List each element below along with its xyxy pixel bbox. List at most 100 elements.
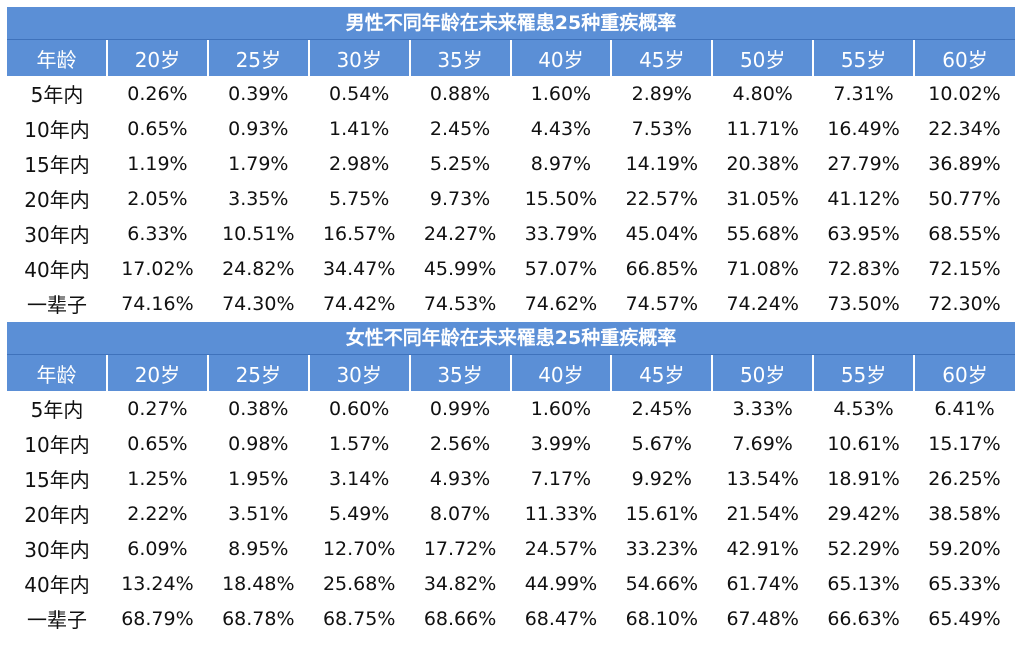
female-probability-cell: 61.74%	[712, 566, 814, 601]
male-probability-cell: 73.50%	[813, 286, 914, 321]
male-probability-cell: 1.41%	[308, 111, 410, 146]
female-table-section: 女性不同年龄在未来罹患25种重疾概率 年龄 20岁 25岁 30岁 35岁 40岁 45岁 5…	[7, 322, 1015, 636]
female-probability-cell: 8.07%	[409, 496, 511, 531]
male-probability-cell: 2.98%	[308, 146, 410, 181]
female-probability-cell: 15.61%	[611, 496, 713, 531]
female-probability-cell: 68.78%	[207, 601, 309, 636]
male-header-cell: 50岁	[712, 40, 815, 76]
female-probability-cell: 3.33%	[712, 391, 814, 426]
female-probability-cell: 0.60%	[308, 391, 410, 426]
male-probability-cell: 16.57%	[308, 216, 410, 251]
male-table-row: 15年内 1.19% 1.79% 2.98% 5.25% 8.97% 14.19% 20.38…	[7, 146, 1015, 181]
male-probability-cell: 24.82%	[207, 251, 309, 286]
female-header-cell: 25岁	[207, 355, 310, 391]
male-probability-table: 年龄 20岁 25岁 30岁 35岁 40岁 45岁 50岁 55岁 60岁 5年内 0.26% 0.…	[7, 40, 1015, 321]
female-probability-cell: 65.13%	[813, 566, 914, 601]
male-probability-cell: 50.77%	[914, 181, 1015, 216]
female-table-row: 40年内 13.24% 18.48% 25.68% 34.82% 44.99% 54.66%…	[7, 566, 1015, 601]
male-header-cell: 年龄	[7, 40, 108, 76]
male-header-cell: 35岁	[409, 40, 512, 76]
male-probability-cell: 9.73%	[409, 181, 511, 216]
female-probability-cell: 65.49%	[914, 601, 1015, 636]
female-probability-cell: 18.91%	[813, 461, 914, 496]
female-probability-cell: 68.75%	[308, 601, 410, 636]
female-probability-cell: 13.24%	[107, 566, 208, 601]
female-probability-cell: 0.38%	[207, 391, 309, 426]
male-probability-cell: 22.34%	[914, 111, 1015, 146]
female-probability-cell: 2.56%	[409, 426, 511, 461]
male-probability-cell: 72.15%	[914, 251, 1015, 286]
female-row-label: 5年内	[7, 391, 107, 426]
male-row-label: 30年内	[7, 216, 107, 251]
female-header-cell: 60岁	[914, 355, 1015, 391]
female-table-row: 15年内 1.25% 1.95% 3.14% 4.93% 7.17% 9.92% 13.54%…	[7, 461, 1015, 496]
female-probability-cell: 68.47%	[510, 601, 612, 636]
female-probability-cell: 0.98%	[207, 426, 309, 461]
female-probability-cell: 18.48%	[207, 566, 309, 601]
male-probability-cell: 2.05%	[107, 181, 208, 216]
female-probability-cell: 17.72%	[409, 531, 511, 566]
male-probability-cell: 74.42%	[308, 286, 410, 321]
male-probability-cell: 11.71%	[712, 111, 814, 146]
female-probability-cell: 68.66%	[409, 601, 511, 636]
male-row-label: 10年内	[7, 111, 107, 146]
male-row-label: 20年内	[7, 181, 107, 216]
male-probability-cell: 74.16%	[107, 286, 208, 321]
female-probability-cell: 38.58%	[914, 496, 1015, 531]
male-probability-cell: 1.19%	[107, 146, 208, 181]
female-probability-cell: 29.42%	[813, 496, 914, 531]
female-probability-cell: 1.25%	[107, 461, 208, 496]
female-header-row: 年龄 20岁 25岁 30岁 35岁 40岁 45岁 50岁 55岁 60岁	[7, 355, 1015, 391]
male-probability-cell: 1.60%	[510, 76, 612, 111]
male-header-cell: 60岁	[914, 40, 1015, 76]
female-probability-cell: 3.14%	[308, 461, 410, 496]
male-probability-cell: 74.57%	[611, 286, 713, 321]
male-probability-cell: 27.79%	[813, 146, 914, 181]
female-probability-cell: 7.17%	[510, 461, 612, 496]
male-probability-cell: 45.99%	[409, 251, 511, 286]
female-header-cell: 45岁	[611, 355, 714, 391]
female-probability-cell: 0.99%	[409, 391, 511, 426]
female-probability-cell: 0.65%	[107, 426, 208, 461]
female-probability-cell: 1.60%	[510, 391, 612, 426]
male-probability-cell: 31.05%	[712, 181, 814, 216]
male-probability-cell: 15.50%	[510, 181, 612, 216]
male-probability-cell: 16.49%	[813, 111, 914, 146]
female-probability-table: 年龄 20岁 25岁 30岁 35岁 40岁 45岁 50岁 55岁 60岁 5年内 0.27% 0.…	[7, 355, 1015, 636]
female-probability-cell: 7.69%	[712, 426, 814, 461]
female-header-cell: 年龄	[7, 355, 108, 391]
male-probability-cell: 10.02%	[914, 76, 1015, 111]
male-probability-cell: 72.83%	[813, 251, 914, 286]
male-probability-cell: 74.24%	[712, 286, 814, 321]
male-probability-cell: 0.88%	[409, 76, 511, 111]
female-probability-cell: 67.48%	[712, 601, 814, 636]
female-probability-cell: 9.92%	[611, 461, 713, 496]
male-probability-cell: 6.33%	[107, 216, 208, 251]
male-table-section: 男性不同年龄在未来罹患25种重疾概率 年龄 20岁 25岁 30岁 35岁 40岁 45岁 5…	[7, 7, 1015, 321]
female-probability-cell: 25.68%	[308, 566, 410, 601]
male-probability-cell: 72.30%	[914, 286, 1015, 321]
female-probability-cell: 6.09%	[107, 531, 208, 566]
male-probability-cell: 24.27%	[409, 216, 511, 251]
male-table-title: 男性不同年龄在未来罹患25种重疾概率	[7, 7, 1015, 40]
male-row-label: 一辈子	[7, 286, 107, 321]
male-table-row: 20年内 2.05% 3.35% 5.75% 9.73% 15.50% 22.57% 31.0…	[7, 181, 1015, 216]
female-probability-cell: 13.54%	[712, 461, 814, 496]
female-probability-cell: 0.27%	[107, 391, 208, 426]
male-probability-cell: 71.08%	[712, 251, 814, 286]
male-probability-cell: 3.35%	[207, 181, 309, 216]
male-header-row: 年龄 20岁 25岁 30岁 35岁 40岁 45岁 50岁 55岁 60岁	[7, 40, 1015, 76]
female-probability-cell: 68.10%	[611, 601, 713, 636]
male-probability-cell: 41.12%	[813, 181, 914, 216]
female-probability-cell: 33.23%	[611, 531, 713, 566]
male-probability-cell: 34.47%	[308, 251, 410, 286]
male-probability-cell: 14.19%	[611, 146, 713, 181]
female-probability-cell: 15.17%	[914, 426, 1015, 461]
male-row-label: 40年内	[7, 251, 107, 286]
female-table-body: 5年内 0.27% 0.38% 0.60% 0.99% 1.60% 2.45% 3.33% 4.…	[7, 391, 1015, 636]
male-probability-cell: 0.65%	[107, 111, 208, 146]
female-table-row: 一辈子 68.79% 68.78% 68.75% 68.66% 68.47% 68.10% 6…	[7, 601, 1015, 636]
female-probability-cell: 52.29%	[813, 531, 914, 566]
female-probability-cell: 21.54%	[712, 496, 814, 531]
